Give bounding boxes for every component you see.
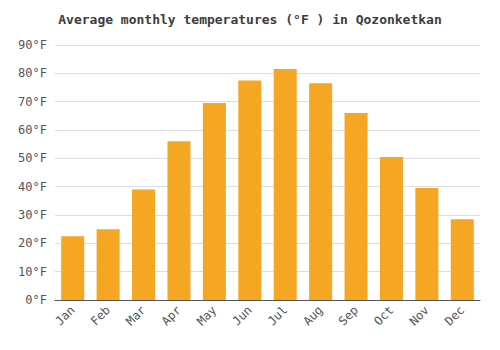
svg-text:Jan: Jan (52, 303, 77, 328)
svg-text:30°F: 30°F (18, 208, 47, 222)
svg-text:Oct: Oct (371, 303, 396, 328)
svg-text:40°F: 40°F (18, 180, 47, 194)
svg-text:60°F: 60°F (18, 123, 47, 137)
svg-text:Aug: Aug (300, 303, 325, 328)
svg-text:Jun: Jun (230, 303, 255, 328)
svg-text:Nov: Nov (407, 303, 432, 328)
svg-text:Apr: Apr (159, 303, 184, 328)
svg-text:Mar: Mar (123, 303, 148, 328)
svg-text:Feb: Feb (88, 303, 113, 328)
svg-text:Sep: Sep (336, 303, 361, 328)
svg-text:70°F: 70°F (18, 95, 47, 109)
svg-text:10°F: 10°F (18, 265, 47, 279)
svg-text:Dec: Dec (442, 303, 467, 328)
svg-text:0°F: 0°F (25, 293, 47, 307)
svg-text:80°F: 80°F (18, 66, 47, 80)
svg-text:May: May (194, 303, 219, 328)
svg-text:90°F: 90°F (18, 38, 47, 52)
svg-text:20°F: 20°F (18, 236, 47, 250)
svg-text:Jul: Jul (265, 303, 290, 328)
svg-text:50°F: 50°F (18, 151, 47, 165)
svg-text:Average monthly temperatures (: Average monthly temperatures (°F ) in Qo… (58, 12, 442, 27)
